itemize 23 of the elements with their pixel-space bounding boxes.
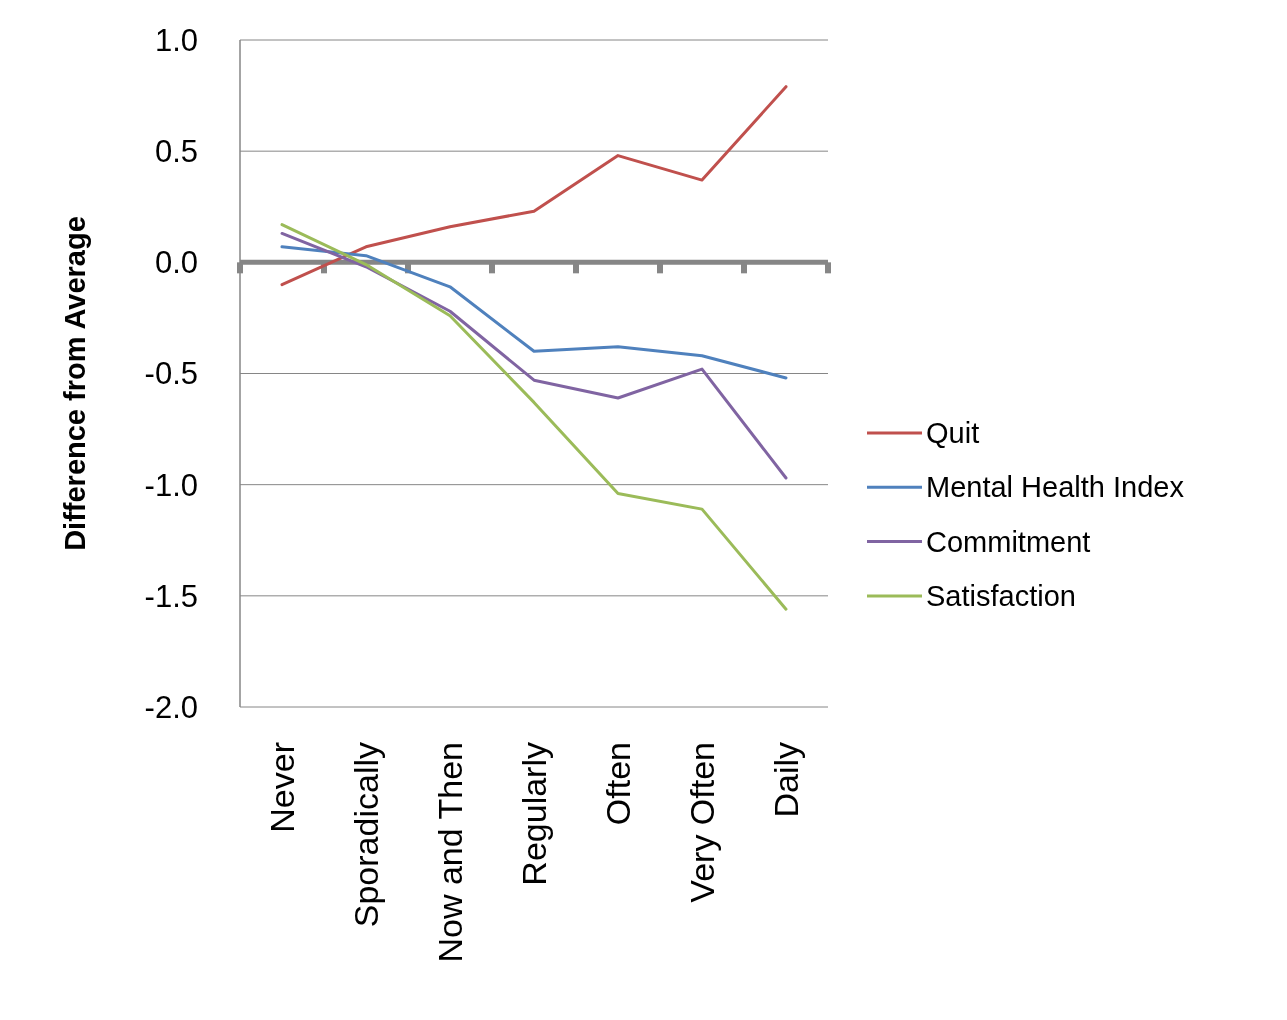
x-tick-label: Daily <box>766 742 805 818</box>
y-tick-label: -1.0 <box>144 467 198 503</box>
x-tick-label: Often <box>598 742 637 826</box>
line-series <box>280 231 788 480</box>
legend-label: Satisfaction <box>926 580 1076 613</box>
legend-label: Mental Health Index <box>926 471 1185 504</box>
y-tick-label: -0.5 <box>144 356 198 392</box>
y-tick-label: -2.0 <box>144 689 198 725</box>
y-tick-label: -1.5 <box>144 578 198 614</box>
y-tick-label: 0.5 <box>154 134 198 170</box>
x-tick-label: Now and Then <box>430 742 469 963</box>
line-series <box>280 223 788 611</box>
line-series <box>280 85 788 287</box>
x-tick-label: Very Often <box>682 742 721 903</box>
x-tick-label: Regularly <box>514 742 553 886</box>
y-axis-title: Difference from Average <box>59 216 92 551</box>
y-tick-label: 0.0 <box>154 245 198 281</box>
legend-label: Quit <box>926 417 980 450</box>
line-series <box>280 245 788 380</box>
x-tick-label: Never <box>262 742 301 833</box>
x-tick-label: Sporadically <box>346 742 385 928</box>
legend-label: Commitment <box>926 525 1091 558</box>
y-tick-label: 1.0 <box>154 22 198 58</box>
